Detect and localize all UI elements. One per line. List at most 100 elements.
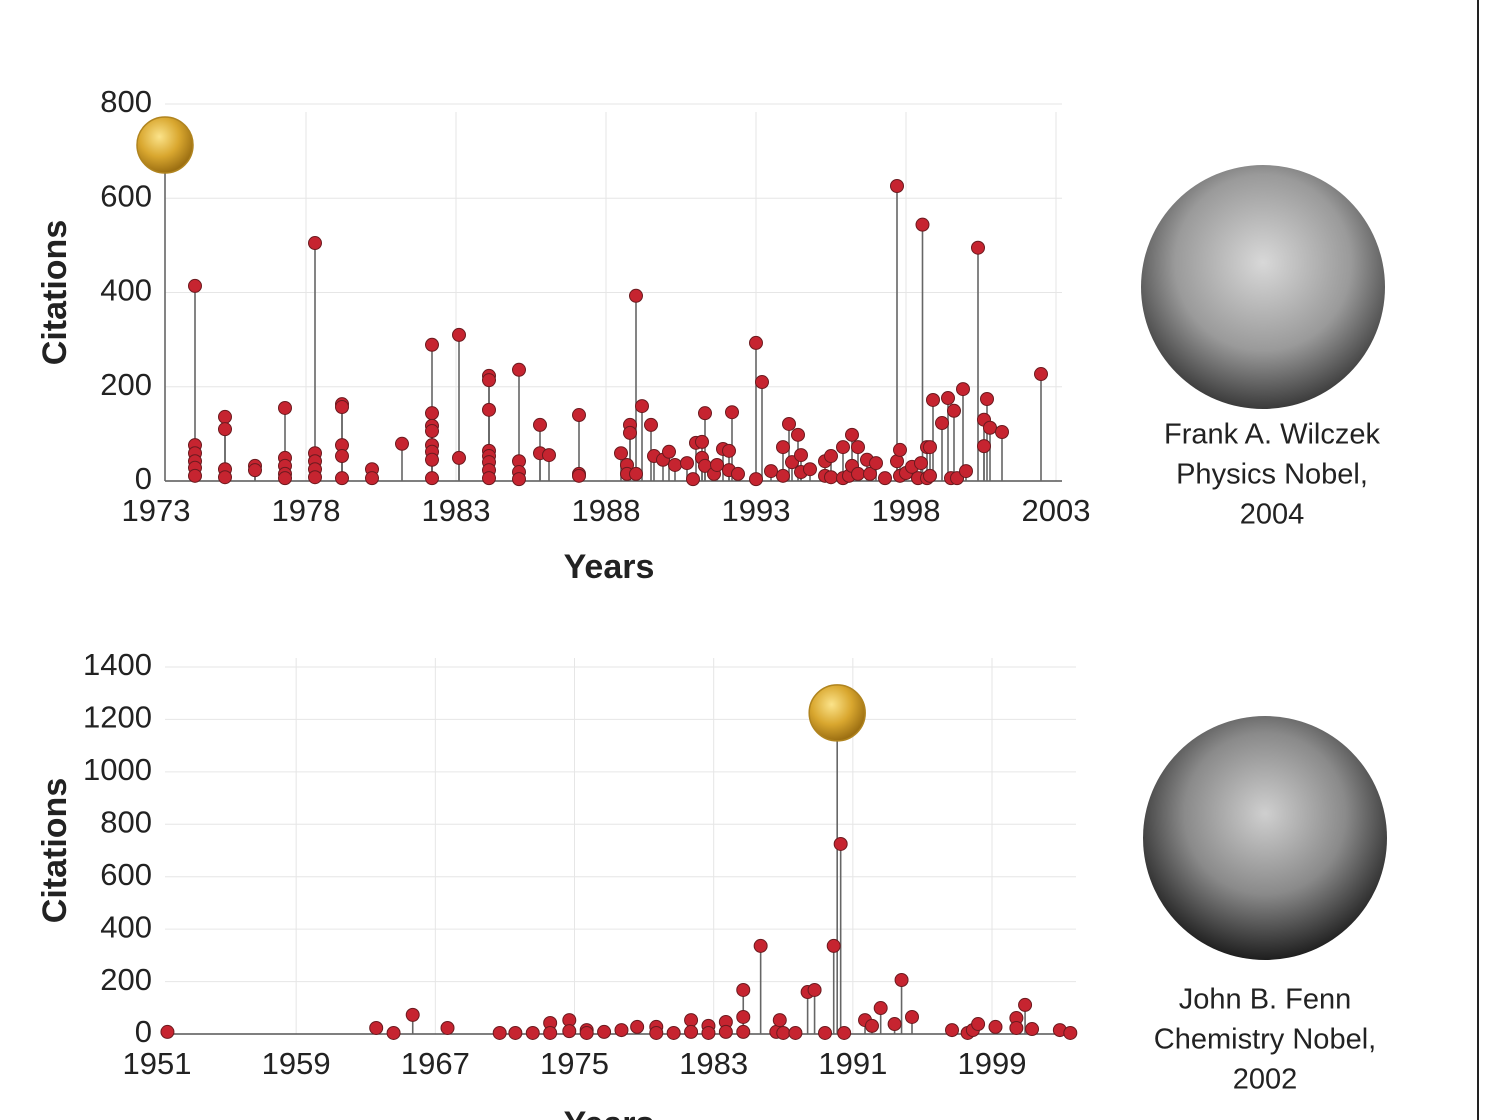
data-point — [440, 1020, 455, 1035]
data-point — [533, 417, 547, 432]
data-point — [188, 278, 202, 293]
data-point — [562, 1024, 577, 1039]
data-point — [914, 456, 928, 471]
data-point — [644, 417, 658, 432]
data-point — [845, 427, 859, 442]
data-point — [649, 1025, 664, 1040]
portrait — [1143, 716, 1387, 960]
data-point — [945, 1023, 960, 1038]
data-point — [788, 1025, 803, 1040]
data-point — [818, 1025, 833, 1040]
data-point — [807, 982, 822, 997]
data-point — [680, 456, 694, 471]
data-point — [926, 392, 940, 407]
data-point — [725, 405, 739, 420]
y-tick-label: 800 — [100, 84, 152, 119]
data-point — [833, 836, 848, 851]
y-tick-label: 800 — [100, 804, 152, 839]
x-tick-label: 2003 — [1022, 493, 1091, 528]
y-tick-label: 400 — [100, 273, 152, 308]
data-point — [971, 1017, 986, 1032]
x-axis-label: Years — [564, 548, 655, 586]
data-point — [425, 452, 439, 467]
data-point — [248, 463, 262, 478]
data-point — [824, 470, 838, 485]
portrait — [1141, 165, 1385, 409]
data-point — [572, 468, 586, 483]
data-point — [452, 450, 466, 465]
data-point — [915, 217, 930, 232]
portrait-caption: Physics Nobel, — [1176, 459, 1368, 491]
data-point — [851, 440, 865, 455]
data-point — [542, 448, 556, 463]
y-tick-label: 1200 — [83, 700, 152, 735]
data-point — [188, 468, 202, 483]
data-point — [995, 424, 1009, 439]
y-axis-label: Citations — [36, 220, 74, 365]
data-point — [959, 464, 973, 479]
data-point — [629, 466, 643, 481]
data-point — [851, 466, 865, 481]
x-tick-label: 1998 — [872, 493, 941, 528]
x-tick-label: 1975 — [540, 1046, 609, 1081]
data-point — [614, 446, 628, 461]
data-point — [836, 440, 850, 455]
data-point — [776, 468, 790, 483]
x-tick-label: 1951 — [123, 1046, 192, 1081]
x-tick-label: 1999 — [958, 1046, 1027, 1081]
data-point — [864, 1018, 879, 1033]
data-point — [755, 375, 769, 390]
data-point — [492, 1025, 507, 1040]
data-point — [684, 1024, 699, 1039]
portrait-caption: John B. Fenn — [1179, 984, 1352, 1016]
nobel-medal — [808, 684, 866, 742]
data-point — [753, 938, 768, 953]
data-point — [218, 470, 232, 485]
data-point — [956, 382, 970, 397]
data-point — [452, 327, 466, 342]
x-axis-label: Years — [564, 1105, 655, 1120]
data-point — [1034, 367, 1048, 382]
data-point — [722, 443, 736, 458]
portrait-caption: 2004 — [1240, 499, 1305, 531]
data-point — [935, 416, 949, 431]
nobel-medal — [136, 116, 194, 174]
data-point — [1009, 1020, 1024, 1035]
data-point — [512, 362, 526, 377]
data-point — [736, 1009, 751, 1024]
data-point — [878, 471, 892, 486]
data-point — [543, 1025, 558, 1040]
data-point — [308, 470, 322, 485]
x-tick-label: 1967 — [401, 1046, 470, 1081]
portrait-caption: 2002 — [1233, 1064, 1298, 1096]
data-point — [365, 471, 379, 486]
data-point — [837, 1025, 852, 1040]
data-point — [508, 1025, 523, 1040]
y-tick-label: 1400 — [83, 647, 152, 682]
data-point — [782, 416, 796, 431]
data-point — [791, 427, 805, 442]
data-point — [893, 442, 907, 457]
data-point — [904, 1009, 919, 1024]
data-point — [923, 440, 937, 455]
data-point — [873, 1001, 888, 1016]
data-point — [941, 391, 955, 406]
data-point — [335, 449, 349, 464]
data-point — [630, 1019, 645, 1034]
data-point — [947, 403, 961, 418]
data-point — [308, 236, 322, 251]
x-tick-label: 1993 — [722, 493, 791, 528]
data-point — [482, 402, 496, 417]
data-point — [369, 1020, 384, 1035]
x-tick-label: 1983 — [679, 1046, 748, 1081]
data-point — [425, 424, 439, 439]
data-point — [736, 1024, 751, 1039]
data-point — [794, 448, 808, 463]
data-point — [623, 425, 637, 440]
data-point — [629, 288, 643, 303]
data-point — [764, 464, 778, 479]
data-point — [425, 471, 439, 486]
data-point — [890, 178, 904, 193]
data-point — [668, 457, 682, 472]
